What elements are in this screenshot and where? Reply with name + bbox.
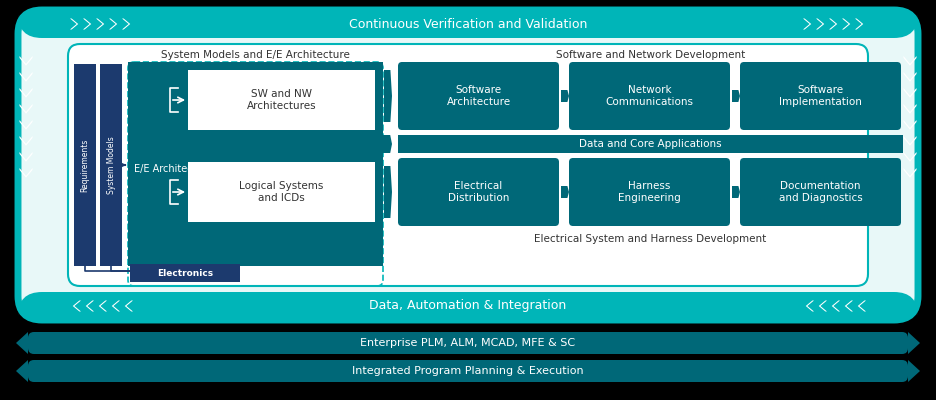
Polygon shape: [908, 332, 920, 354]
Text: Integrated Program Planning & Execution: Integrated Program Planning & Execution: [352, 366, 584, 376]
FancyBboxPatch shape: [18, 292, 918, 320]
Polygon shape: [20, 120, 33, 130]
Text: Software and Network Development: Software and Network Development: [556, 50, 745, 60]
Polygon shape: [857, 300, 866, 312]
FancyBboxPatch shape: [740, 158, 901, 226]
Polygon shape: [83, 18, 91, 30]
Polygon shape: [845, 300, 853, 312]
Polygon shape: [384, 166, 392, 218]
Polygon shape: [819, 300, 827, 312]
Polygon shape: [732, 186, 740, 198]
Polygon shape: [803, 18, 812, 30]
Polygon shape: [903, 72, 916, 82]
Text: E/E Architecture: E/E Architecture: [134, 164, 212, 174]
Polygon shape: [16, 360, 28, 382]
Polygon shape: [122, 18, 130, 30]
FancyBboxPatch shape: [18, 10, 918, 38]
Polygon shape: [806, 300, 814, 312]
Polygon shape: [903, 136, 916, 146]
Bar: [398, 135, 903, 153]
Polygon shape: [732, 90, 740, 102]
Polygon shape: [96, 18, 104, 30]
Text: Logical Systems
and ICDs: Logical Systems and ICDs: [240, 181, 324, 203]
Polygon shape: [111, 300, 120, 312]
Polygon shape: [903, 152, 916, 162]
Text: System Models and E/E Architecture: System Models and E/E Architecture: [161, 50, 350, 60]
Polygon shape: [816, 18, 825, 30]
FancyBboxPatch shape: [740, 62, 901, 130]
Text: Documentation
and Diagnostics: Documentation and Diagnostics: [779, 181, 862, 203]
Polygon shape: [383, 135, 392, 153]
Polygon shape: [20, 168, 33, 178]
Polygon shape: [86, 300, 94, 312]
Bar: [130, 264, 240, 282]
Text: Data, Automation & Integration: Data, Automation & Integration: [370, 300, 566, 312]
Polygon shape: [829, 18, 837, 30]
Polygon shape: [99, 300, 107, 312]
Bar: [188, 70, 375, 130]
Text: Requirements: Requirements: [80, 138, 90, 192]
Polygon shape: [70, 18, 79, 30]
Bar: [100, 64, 122, 266]
Polygon shape: [124, 300, 133, 312]
Text: Enterprise PLM, ALM, MCAD, MFE & SC: Enterprise PLM, ALM, MCAD, MFE & SC: [360, 338, 576, 348]
Polygon shape: [20, 152, 33, 162]
Text: Data and Core Applications: Data and Core Applications: [579, 139, 722, 149]
Bar: [42, 292, 894, 307]
FancyBboxPatch shape: [28, 332, 908, 354]
Polygon shape: [903, 104, 916, 114]
Polygon shape: [16, 332, 28, 354]
Text: Electronics: Electronics: [157, 268, 213, 278]
Polygon shape: [908, 360, 920, 382]
Polygon shape: [109, 18, 117, 30]
Bar: [42, 24, 894, 38]
Polygon shape: [561, 186, 569, 198]
Polygon shape: [20, 56, 33, 66]
Polygon shape: [903, 56, 916, 66]
Polygon shape: [842, 18, 850, 30]
FancyBboxPatch shape: [569, 158, 730, 226]
Bar: [128, 62, 383, 266]
Polygon shape: [832, 300, 840, 312]
Text: Harness
Engineering: Harness Engineering: [618, 181, 680, 203]
Polygon shape: [20, 104, 33, 114]
Polygon shape: [384, 70, 392, 122]
Polygon shape: [903, 88, 916, 98]
Bar: [188, 162, 375, 222]
Polygon shape: [20, 88, 33, 98]
Text: Electrical System and Harness Development: Electrical System and Harness Developmen…: [534, 234, 767, 244]
FancyBboxPatch shape: [28, 360, 908, 382]
FancyBboxPatch shape: [569, 62, 730, 130]
Polygon shape: [73, 300, 81, 312]
Text: Software
Architecture: Software Architecture: [446, 85, 510, 107]
Polygon shape: [20, 72, 33, 82]
Text: SW and NW
Architectures: SW and NW Architectures: [247, 89, 316, 111]
Text: Software
Implementation: Software Implementation: [779, 85, 862, 107]
FancyBboxPatch shape: [68, 44, 868, 286]
FancyBboxPatch shape: [398, 158, 559, 226]
FancyBboxPatch shape: [18, 10, 918, 320]
Polygon shape: [903, 120, 916, 130]
Text: Continuous Verification and Validation: Continuous Verification and Validation: [349, 18, 587, 30]
Polygon shape: [20, 136, 33, 146]
Text: Electrical
Distribution: Electrical Distribution: [447, 181, 509, 203]
Polygon shape: [561, 90, 569, 102]
Polygon shape: [855, 18, 863, 30]
FancyBboxPatch shape: [398, 62, 559, 130]
Bar: [74, 64, 96, 266]
Text: Network
Communications: Network Communications: [606, 85, 694, 107]
Text: System Models: System Models: [107, 136, 115, 194]
Polygon shape: [903, 168, 916, 178]
